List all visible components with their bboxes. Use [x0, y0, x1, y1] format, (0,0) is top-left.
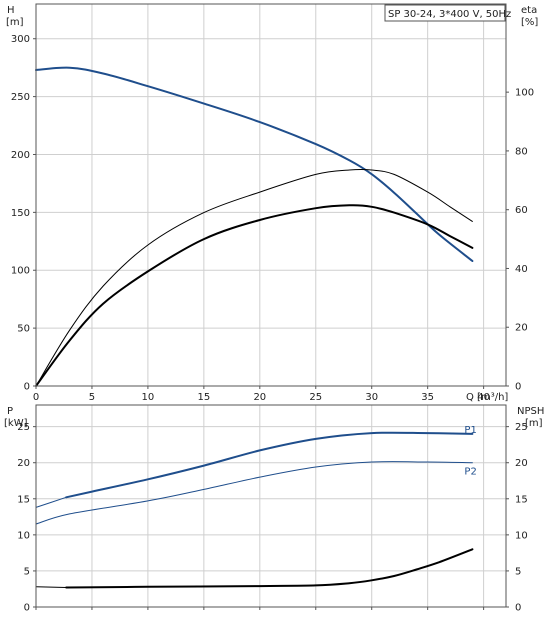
x-tick-label: 20	[253, 392, 266, 403]
right-tick-label: 5	[515, 566, 521, 577]
left-tick-label: 5	[24, 566, 30, 577]
left-tick-label: 100	[11, 266, 30, 277]
right-tick-label: 60	[515, 205, 528, 216]
series-label-p1: P1	[464, 425, 476, 436]
left-tick-label: 300	[11, 34, 30, 45]
right-tick-label: 80	[515, 146, 528, 157]
lower-chart-ticks: 0 5 10 15 20 25 0 5 10 15 20 25	[17, 422, 527, 613]
chart-title-box	[384, 4, 506, 22]
lower-right-axis-label: NPSH	[517, 406, 544, 417]
x-tick-label: 40	[477, 392, 490, 403]
series-line-1-3	[65, 548, 474, 589]
right-tick-label: 100	[515, 88, 534, 99]
lower-chart-grid	[36, 405, 506, 607]
upper-chart-curves	[35, 66, 474, 387]
x-tick-label: 5	[89, 392, 95, 403]
left-tick-label: 25	[17, 422, 30, 433]
upper-chart-ticks: 0 50 100 150 200 250 300 0 20 40 60 80 100 0 5 10 15 20 25…	[11, 34, 534, 403]
upper-chart-frame	[35, 3, 507, 387]
left-tick-label: 250	[11, 92, 30, 103]
upper-chart-grid	[36, 4, 506, 386]
left-tick-label: 50	[17, 324, 30, 335]
lower-left-axis-label: P	[7, 406, 13, 417]
series-line-1-4	[35, 586, 67, 588]
x-tick-label: 25	[309, 392, 322, 403]
left-tick-label: 150	[11, 208, 30, 219]
x-axis-label: Q [m³/h]	[466, 392, 508, 403]
upper-right-axis-label: eta	[521, 5, 537, 16]
x-tick-label: 10	[142, 392, 155, 403]
series-line-0-0	[35, 66, 474, 262]
x-tick-label: 0	[33, 392, 39, 403]
left-tick-label: 10	[17, 530, 30, 541]
lower-left-axis-unit: [kW]	[4, 418, 28, 429]
x-tick-label: 35	[421, 392, 434, 403]
x-tick-label: 15	[197, 392, 210, 403]
upper-right-axis-unit: [%]	[521, 17, 538, 28]
right-tick-label: 20	[515, 323, 528, 334]
right-tick-label: 40	[515, 264, 528, 275]
chart-title: SP 30-24, 3*400 V, 50Hz	[388, 9, 511, 20]
upper-left-axis-label: H	[7, 5, 15, 16]
p2-series-line-1-2	[35, 461, 473, 525]
right-tick-label: 20	[515, 458, 528, 469]
x-tick-label: 30	[365, 392, 378, 403]
left-tick-label: 200	[11, 150, 30, 161]
series-line-0-2	[35, 204, 474, 387]
right-tick-label: 10	[515, 530, 528, 541]
left-tick-label: 0	[24, 603, 30, 614]
right-tick-label: 0	[515, 382, 521, 393]
p1-series-line-1-0	[65, 431, 474, 499]
series-line-1-1	[35, 496, 67, 508]
lower-right-axis-unit: [m]	[525, 418, 543, 429]
upper-left-axis-unit: [m]	[6, 17, 24, 28]
series-label-p2: P2	[464, 467, 476, 478]
left-tick-label: 15	[17, 494, 30, 505]
right-tick-label: 15	[515, 494, 528, 505]
series-line-0-1	[35, 168, 473, 387]
left-tick-label: 0	[24, 382, 30, 393]
left-tick-label: 20	[17, 458, 30, 469]
lower-chart-frame	[35, 404, 507, 608]
right-tick-label: 0	[515, 603, 521, 614]
lower-chart-curves: P1 P2	[35, 425, 477, 589]
right-tick-label: 25	[515, 422, 528, 433]
